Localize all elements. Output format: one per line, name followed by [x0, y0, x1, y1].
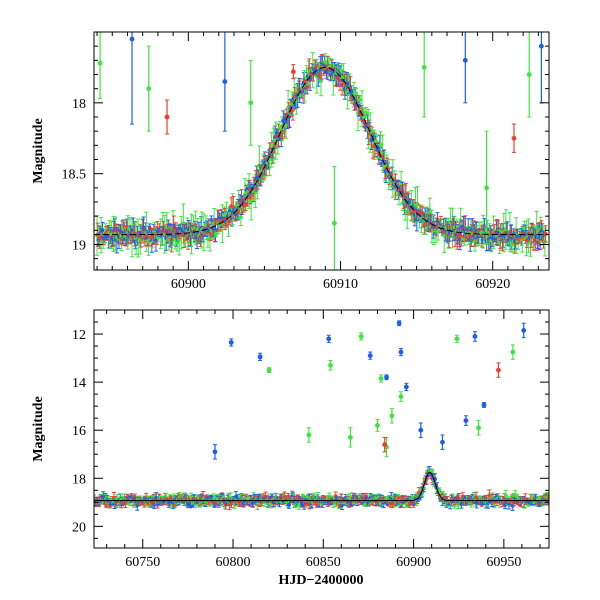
outlier-point-green — [358, 332, 364, 341]
outlier-point-blue — [538, 32, 544, 104]
top-model-curve — [94, 66, 549, 236]
outlier-point-blue — [521, 322, 527, 339]
outlier-point-green — [332, 166, 337, 270]
outlier-point-blue — [228, 338, 234, 347]
x-tick-label: 60910 — [323, 277, 358, 292]
top-axis-ticks: 60900 60910 60920 18 18.5 19 — [62, 31, 549, 292]
y-tick-label: 19 — [72, 239, 86, 254]
outlier-point-blue — [481, 402, 487, 408]
outlier-point-green — [347, 427, 353, 448]
outlier-point-green — [378, 374, 384, 383]
outlier-point-blue — [463, 415, 469, 426]
outlier-point-green — [389, 408, 395, 424]
bottom-axis-ticks: 60750 60800 60850 60900 60950 12 14 16 18 20 — [72, 309, 549, 570]
data-point-green — [353, 87, 358, 100]
y-tick-label: 20 — [72, 520, 86, 535]
bottom-model-curve — [94, 471, 549, 502]
outlier-point-red — [164, 99, 170, 135]
outlier-point-green — [526, 32, 532, 118]
outlier-point-blue — [396, 320, 402, 327]
outlier-point-blue — [222, 32, 228, 132]
outlier-point-blue — [367, 351, 373, 360]
outlier-point-blue — [326, 334, 332, 343]
outlier-point-green — [484, 130, 490, 245]
data-point-green — [146, 225, 151, 256]
x-tick-label: 60750 — [125, 555, 160, 570]
outlier-point-red — [511, 123, 517, 153]
outlier-point-red — [290, 64, 296, 80]
x-tick-label: 60850 — [306, 555, 341, 570]
bottom-panel-frame — [93, 309, 550, 549]
x-tick-label: 60900 — [396, 555, 431, 570]
light-curve-zoom-panel: 60900 60910 60920 18 18.5 19 Magnitude — [31, 31, 550, 292]
outlier-point-blue — [212, 444, 218, 460]
outlier-point-blue — [440, 434, 445, 450]
bottom-x-axis-label: HJD−2400000 — [279, 573, 364, 588]
outlier-point-green — [97, 32, 103, 100]
y-tick-label: 18 — [72, 97, 86, 112]
outlier-point-green — [398, 391, 404, 402]
y-tick-label: 18 — [72, 472, 86, 487]
data-point-red — [295, 494, 300, 499]
outlier-point-blue — [418, 422, 424, 438]
top-data-points — [95, 32, 548, 270]
bottom-y-axis-label: Magnitude — [31, 396, 46, 461]
outlier-point-blue — [257, 352, 263, 361]
x-tick-label: 60900 — [171, 277, 206, 292]
data-point-green — [429, 468, 434, 474]
outlier-point-green — [375, 418, 380, 432]
outlier-point-green — [454, 334, 460, 343]
outlier-point-green — [248, 59, 254, 146]
x-tick-label: 60920 — [475, 277, 510, 292]
light-curve-full-panel: 60750 60800 60850 60900 60950 12 14 16 18 20 Magn… — [31, 309, 550, 588]
outlier-point-green — [421, 32, 427, 118]
bottom-data-points — [94, 320, 549, 511]
y-tick-label: 18.5 — [62, 168, 87, 183]
outlier-point-red — [496, 362, 501, 378]
y-tick-label: 16 — [72, 424, 86, 439]
outlier-point-green — [306, 427, 312, 443]
data-point-green — [109, 220, 114, 250]
x-tick-label: 60950 — [486, 555, 521, 570]
outlier-point-green — [266, 367, 272, 374]
outlier-point-blue — [472, 331, 478, 342]
outlier-point-blue — [462, 32, 468, 104]
outlier-point-green — [328, 359, 333, 371]
y-tick-label: 14 — [72, 376, 86, 391]
outlier-point-green — [146, 45, 152, 132]
top-panel-frame — [93, 31, 550, 271]
y-tick-label: 12 — [72, 328, 86, 343]
outlier-point-red — [382, 436, 388, 453]
outlier-point-green — [510, 344, 516, 360]
outlier-point-blue — [384, 374, 389, 381]
outlier-point-blue — [129, 32, 135, 125]
top-y-axis-label: Magnitude — [31, 118, 46, 183]
data-point-green — [238, 208, 243, 226]
data-point-green — [119, 220, 124, 252]
outlier-point-blue — [403, 382, 409, 392]
outlier-point-green — [476, 420, 481, 436]
x-tick-label: 60800 — [216, 555, 251, 570]
data-point-green — [358, 95, 362, 105]
outlier-point-blue — [398, 347, 404, 357]
